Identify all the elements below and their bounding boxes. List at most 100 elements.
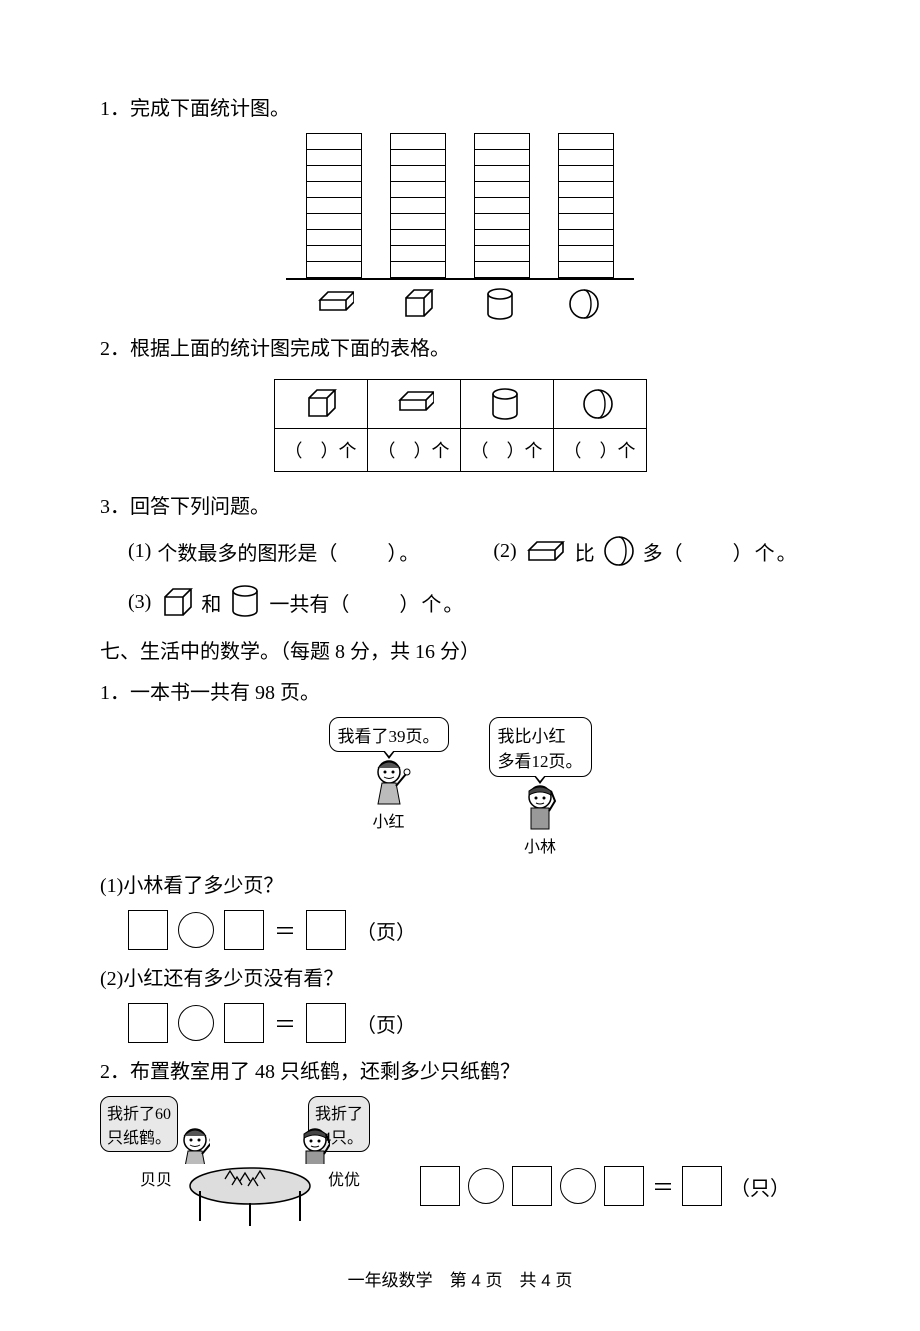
cuboid-icon xyxy=(314,286,354,320)
bar-cell[interactable] xyxy=(474,133,530,149)
unit-zhi: （只） xyxy=(730,1172,790,1201)
q3-1-label: (1) xyxy=(128,540,151,563)
bar-cell[interactable] xyxy=(306,229,362,245)
chart-icon-slot xyxy=(306,286,362,320)
bar-cell[interactable] xyxy=(390,165,446,181)
bar-cell[interactable] xyxy=(558,229,614,245)
bar-cell[interactable] xyxy=(306,181,362,197)
chart-icon-slot xyxy=(474,286,530,320)
cylinder-icon xyxy=(482,286,522,320)
bar-cell[interactable] xyxy=(558,197,614,213)
blank-circle[interactable] xyxy=(468,1168,504,1204)
cube-icon xyxy=(157,585,195,619)
blank-square[interactable] xyxy=(224,910,264,950)
q3-3-label: (3) xyxy=(128,591,151,614)
blank-circle[interactable] xyxy=(178,912,214,948)
q3-1-t2: ）。 xyxy=(343,537,421,566)
bar-column xyxy=(306,133,362,278)
bubble-beibei: 我折了60只纸鹤。 xyxy=(100,1096,178,1152)
girl-icon xyxy=(364,756,414,806)
bar-cell[interactable] xyxy=(474,213,530,229)
tbl-body-cell[interactable]: （ ）个 xyxy=(460,429,553,472)
bar-cell[interactable] xyxy=(474,229,530,245)
bar-cell[interactable] xyxy=(558,261,614,278)
blank-square[interactable] xyxy=(224,1003,264,1043)
blank-square[interactable] xyxy=(306,910,346,950)
bar-cell[interactable] xyxy=(558,245,614,261)
bar-cell[interactable] xyxy=(558,165,614,181)
bar-cell[interactable] xyxy=(474,197,530,213)
cube-icon xyxy=(301,386,341,422)
bar-cell[interactable] xyxy=(474,181,530,197)
bar-cell[interactable] xyxy=(558,181,614,197)
sec7-title: 七、生活中的数学。（每题 8 分，共 16 分） xyxy=(100,635,820,664)
sphere-icon xyxy=(580,386,620,422)
bar-cell[interactable] xyxy=(306,261,362,278)
cuboid-icon xyxy=(523,536,569,566)
bar-cell[interactable] xyxy=(306,197,362,213)
tbl-body-cell[interactable]: （ ）个 xyxy=(367,429,460,472)
char-xiaolin: 我比小红多看12页。 小林 xyxy=(489,717,592,857)
bar-cell[interactable] xyxy=(390,197,446,213)
p2-text: 布置教室用了 48 只纸鹤，还剩多少只纸鹤？ xyxy=(130,1061,520,1083)
blank-square[interactable] xyxy=(604,1166,644,1206)
blank-circle[interactable] xyxy=(560,1168,596,1204)
name-xiaohong: 小红 xyxy=(372,808,404,832)
bar-cell[interactable] xyxy=(306,213,362,229)
blank-square[interactable] xyxy=(128,910,168,950)
sphere-icon xyxy=(566,286,606,320)
bar-cell[interactable] xyxy=(390,133,446,149)
bar-cell[interactable] xyxy=(306,165,362,181)
q2-num: 2． xyxy=(100,338,130,360)
equals: ＝ xyxy=(274,914,296,946)
q3-3: (3) 和 一共有（ ）个。 xyxy=(128,583,820,621)
p2-scene: 我折了60只纸鹤。 我折了24只。 贝贝 优优 ＝ （只） xyxy=(100,1096,820,1226)
bar-cell[interactable] xyxy=(390,181,446,197)
p1-eq1: ＝ （页） xyxy=(128,910,820,950)
tbl-head-cell xyxy=(460,380,553,429)
cylinder-icon xyxy=(487,386,527,422)
q1-text: 完成下面统计图。 xyxy=(130,98,290,120)
equals: ＝ xyxy=(274,1007,296,1039)
bar-cell[interactable] xyxy=(390,245,446,261)
blank-square[interactable] xyxy=(306,1003,346,1043)
p1-q1: (1)小林看了多少页？ xyxy=(100,869,820,898)
bar-cell[interactable] xyxy=(306,133,362,149)
p1-eq2: ＝ （页） xyxy=(128,1003,820,1043)
q2-text: 根据上面的统计图完成下面的表格。 xyxy=(130,338,450,360)
tbl-head-cell xyxy=(367,380,460,429)
bar-cell[interactable] xyxy=(390,213,446,229)
q3-2-t3: ）个。 xyxy=(689,537,799,566)
blank-square[interactable] xyxy=(128,1003,168,1043)
bar-cell[interactable] xyxy=(558,133,614,149)
tbl-body-cell[interactable]: （ ）个 xyxy=(553,429,646,472)
bar-column xyxy=(558,133,614,278)
bar-cell[interactable] xyxy=(306,149,362,165)
bar-cell[interactable] xyxy=(474,261,530,278)
cube-icon xyxy=(398,286,438,320)
blank-circle[interactable] xyxy=(178,1005,214,1041)
bar-cell[interactable] xyxy=(474,149,530,165)
bar-cell[interactable] xyxy=(390,261,446,278)
bar-cell[interactable] xyxy=(390,229,446,245)
blank-square[interactable] xyxy=(420,1166,460,1206)
bar-cell[interactable] xyxy=(558,149,614,165)
sphere-icon xyxy=(601,533,637,569)
bar-cell[interactable] xyxy=(558,213,614,229)
p2-num: 2． xyxy=(100,1061,130,1083)
q3-2-t2: 多（ xyxy=(643,537,683,566)
bar-cell[interactable] xyxy=(474,165,530,181)
blank-square[interactable] xyxy=(682,1166,722,1206)
p2-eq: ＝ （只） xyxy=(420,1166,790,1206)
bar-cell[interactable] xyxy=(474,245,530,261)
p2-title: 2．布置教室用了 48 只纸鹤，还剩多少只纸鹤？ xyxy=(100,1055,820,1084)
q3-3-t2: 一共有（ xyxy=(269,588,349,617)
bubble-xiaohong: 我看了39页。 xyxy=(329,717,449,752)
blank-square[interactable] xyxy=(512,1166,552,1206)
bar-cell[interactable] xyxy=(306,245,362,261)
tbl-body-cell[interactable]: （ ）个 xyxy=(274,429,367,472)
bar-column xyxy=(474,133,530,278)
q3-2-label: (2) xyxy=(493,540,516,563)
p1-num: 1． xyxy=(100,682,130,704)
bar-cell[interactable] xyxy=(390,149,446,165)
